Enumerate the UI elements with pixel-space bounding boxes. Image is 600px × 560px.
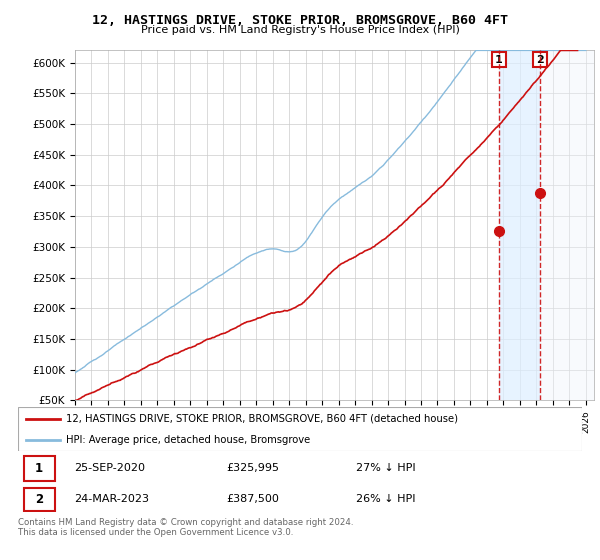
Text: 25-SEP-2020: 25-SEP-2020 (74, 463, 145, 473)
Bar (540, 50, 594, 400)
FancyBboxPatch shape (23, 488, 55, 511)
Text: Price paid vs. HM Land Registry's House Price Index (HPI): Price paid vs. HM Land Registry's House … (140, 25, 460, 35)
FancyBboxPatch shape (23, 456, 55, 480)
Bar (499, 50, 540, 400)
Text: £325,995: £325,995 (227, 463, 280, 473)
Text: 26% ↓ HPI: 26% ↓ HPI (356, 494, 416, 505)
Text: 12, HASTINGS DRIVE, STOKE PRIOR, BROMSGROVE, B60 4FT (detached house): 12, HASTINGS DRIVE, STOKE PRIOR, BROMSGR… (66, 414, 458, 424)
Text: HPI: Average price, detached house, Bromsgrove: HPI: Average price, detached house, Brom… (66, 435, 310, 445)
Text: 2: 2 (536, 55, 544, 64)
Text: 1: 1 (35, 462, 43, 475)
Text: 24-MAR-2023: 24-MAR-2023 (74, 494, 149, 505)
Text: 27% ↓ HPI: 27% ↓ HPI (356, 463, 416, 473)
FancyBboxPatch shape (18, 407, 582, 451)
Text: 12, HASTINGS DRIVE, STOKE PRIOR, BROMSGROVE, B60 4FT: 12, HASTINGS DRIVE, STOKE PRIOR, BROMSGR… (92, 14, 508, 27)
Text: £387,500: £387,500 (227, 494, 280, 505)
Text: 2: 2 (35, 493, 43, 506)
Text: 1: 1 (495, 55, 503, 64)
Text: Contains HM Land Registry data © Crown copyright and database right 2024.
This d: Contains HM Land Registry data © Crown c… (18, 518, 353, 538)
